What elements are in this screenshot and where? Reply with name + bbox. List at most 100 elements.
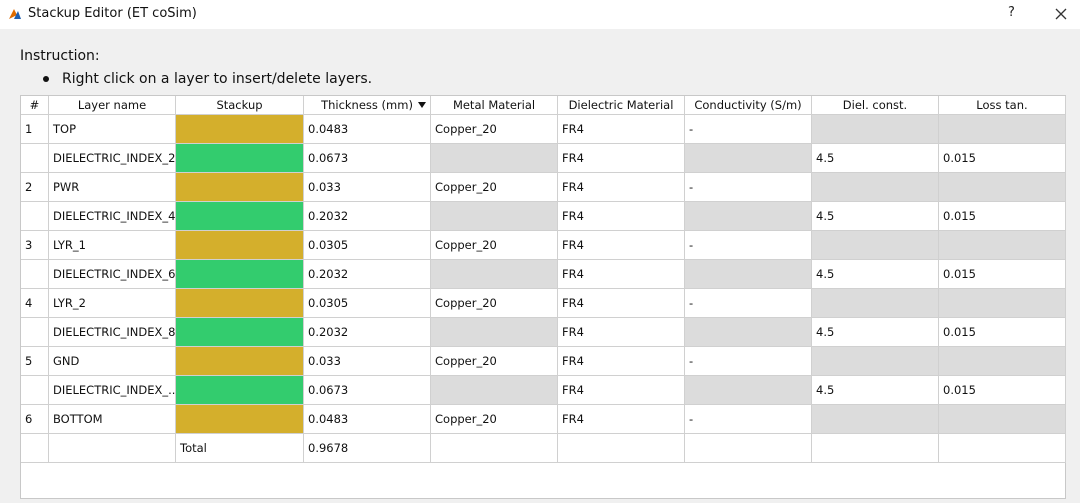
table-cell[interactable] xyxy=(21,434,49,463)
table-cell[interactable]: 0.033 xyxy=(304,347,431,376)
table-cell[interactable] xyxy=(685,202,812,231)
stackup-color-cell[interactable] xyxy=(176,376,304,405)
table-cell[interactable] xyxy=(21,202,49,231)
table-cell[interactable] xyxy=(431,318,558,347)
table-cell[interactable] xyxy=(21,144,49,173)
stackup-color-cell[interactable] xyxy=(176,405,304,434)
table-cell[interactable]: 4.5 xyxy=(812,260,939,289)
stackup-color-cell[interactable] xyxy=(176,289,304,318)
table-cell[interactable]: BOTTOM xyxy=(49,405,176,434)
table-cell[interactable]: 4.5 xyxy=(812,144,939,173)
table-cell[interactable] xyxy=(812,347,939,376)
table-cell[interactable]: GND xyxy=(49,347,176,376)
table-cell[interactable]: Copper_20 xyxy=(431,289,558,318)
table-cell[interactable]: LYR_1 xyxy=(49,231,176,260)
table-cell[interactable] xyxy=(431,144,558,173)
column-header[interactable]: Diel. const. xyxy=(812,96,939,115)
table-cell[interactable]: 4.5 xyxy=(812,202,939,231)
table-cell[interactable] xyxy=(49,434,176,463)
table-cell[interactable]: FR4 xyxy=(558,260,685,289)
table-cell[interactable]: - xyxy=(685,173,812,202)
table-cell[interactable]: 3 xyxy=(21,231,49,260)
table-cell[interactable]: DIELECTRIC_INDEX_4 xyxy=(49,202,176,231)
table-cell[interactable] xyxy=(812,173,939,202)
table-cell[interactable]: DIELECTRIC_INDEX_8 xyxy=(49,318,176,347)
column-header[interactable]: Layer name xyxy=(49,96,176,115)
table-cell[interactable]: 0.0483 xyxy=(304,405,431,434)
table-cell[interactable]: 0.9678 xyxy=(304,434,431,463)
table-cell[interactable]: 0.015 xyxy=(939,260,1066,289)
table-cell[interactable] xyxy=(431,376,558,405)
sort-arrow[interactable] xyxy=(418,102,426,108)
table-cell[interactable]: - xyxy=(685,289,812,318)
table-cell[interactable]: LYR_2 xyxy=(49,289,176,318)
table-cell[interactable]: 0.0305 xyxy=(304,289,431,318)
stackup-color-cell[interactable] xyxy=(176,231,304,260)
table-cell[interactable]: Copper_20 xyxy=(431,115,558,144)
table-cell[interactable]: 4.5 xyxy=(812,376,939,405)
table-cell[interactable] xyxy=(939,434,1066,463)
stackup-color-cell[interactable] xyxy=(176,347,304,376)
table-cell[interactable] xyxy=(939,231,1066,260)
table-cell[interactable] xyxy=(685,144,812,173)
table-cell[interactable] xyxy=(939,405,1066,434)
table-cell[interactable]: Copper_20 xyxy=(431,405,558,434)
table-cell[interactable]: 0.0673 xyxy=(304,376,431,405)
column-header[interactable]: Stackup xyxy=(176,96,304,115)
table-cell[interactable] xyxy=(21,376,49,405)
stackup-color-cell[interactable] xyxy=(176,144,304,173)
help-button[interactable]: ? xyxy=(1008,5,1015,20)
table-cell[interactable]: FR4 xyxy=(558,289,685,318)
table-cell[interactable] xyxy=(939,347,1066,376)
table-cell[interactable] xyxy=(431,260,558,289)
stackup-color-cell[interactable] xyxy=(176,115,304,144)
table-cell[interactable]: FR4 xyxy=(558,173,685,202)
table-cell[interactable] xyxy=(685,260,812,289)
table-cell[interactable]: 0.033 xyxy=(304,173,431,202)
table-cell[interactable]: Copper_20 xyxy=(431,231,558,260)
table-cell[interactable]: 0.015 xyxy=(939,376,1066,405)
table-cell[interactable]: PWR xyxy=(49,173,176,202)
table-cell[interactable]: 0.0673 xyxy=(304,144,431,173)
table-cell[interactable]: 5 xyxy=(21,347,49,376)
table-cell[interactable] xyxy=(431,434,558,463)
column-header[interactable]: Loss tan. xyxy=(939,96,1066,115)
table-cell[interactable] xyxy=(939,173,1066,202)
table-cell[interactable]: 0.0305 xyxy=(304,231,431,260)
stackup-color-cell[interactable] xyxy=(176,202,304,231)
table-cell[interactable]: - xyxy=(685,347,812,376)
table-cell[interactable]: TOP xyxy=(49,115,176,144)
table-cell[interactable]: 0.015 xyxy=(939,202,1066,231)
table-cell[interactable]: 4.5 xyxy=(812,318,939,347)
column-header[interactable]: Conductivity (S/m) xyxy=(685,96,812,115)
stackup-color-cell[interactable] xyxy=(176,318,304,347)
table-cell[interactable] xyxy=(812,405,939,434)
table-cell[interactable] xyxy=(558,434,685,463)
table-cell[interactable]: FR4 xyxy=(558,231,685,260)
table-cell[interactable]: 0.2032 xyxy=(304,202,431,231)
stackup-color-cell[interactable] xyxy=(176,173,304,202)
table-cell[interactable] xyxy=(685,318,812,347)
table-cell[interactable]: FR4 xyxy=(558,376,685,405)
table-cell[interactable]: FR4 xyxy=(558,115,685,144)
table-cell[interactable]: 6 xyxy=(21,405,49,434)
table-cell[interactable] xyxy=(812,231,939,260)
table-cell[interactable]: FR4 xyxy=(558,202,685,231)
table-cell[interactable]: 0.0483 xyxy=(304,115,431,144)
close-button[interactable] xyxy=(1055,8,1067,20)
table-cell[interactable]: FR4 xyxy=(558,318,685,347)
column-header[interactable]: # xyxy=(21,96,49,115)
table-cell[interactable]: Copper_20 xyxy=(431,347,558,376)
table-cell[interactable]: DIELECTRIC_INDEX_6 xyxy=(49,260,176,289)
table-cell[interactable]: FR4 xyxy=(558,144,685,173)
column-header[interactable]: Dielectric Material xyxy=(558,96,685,115)
table-cell[interactable]: DIELECTRIC_INDEX_2 xyxy=(49,144,176,173)
table-cell[interactable]: Copper_20 xyxy=(431,173,558,202)
table-cell[interactable] xyxy=(812,434,939,463)
table-cell[interactable] xyxy=(21,318,49,347)
table-cell[interactable] xyxy=(939,289,1066,318)
table-cell[interactable] xyxy=(812,115,939,144)
table-cell[interactable] xyxy=(939,115,1066,144)
table-cell[interactable] xyxy=(431,202,558,231)
table-cell[interactable]: - xyxy=(685,115,812,144)
